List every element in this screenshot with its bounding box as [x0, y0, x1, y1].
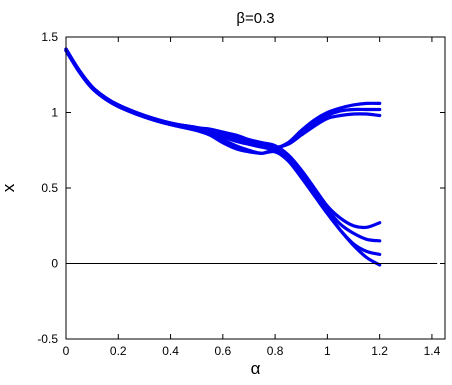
x-tick-label: 0: [63, 344, 70, 358]
x-tick-label: 0.8: [267, 344, 284, 358]
y-axis-label: x: [0, 183, 18, 192]
x-tick-label: 1.4: [424, 344, 441, 358]
y-tick-label: 0.5: [41, 181, 58, 195]
plot-frame: [65, 36, 446, 340]
x-tick-label: 0.6: [214, 344, 231, 358]
chart-title: β=0.3: [236, 10, 274, 27]
y-tick-label: 1.5: [41, 30, 58, 44]
series-line-6: [64, 49, 382, 256]
y-tick-label: -0.5: [37, 332, 58, 346]
x-axis-label: α: [251, 359, 261, 378]
x-tick-label: 1.2: [371, 344, 388, 358]
series-layer: [64, 47, 382, 267]
x-tick-label: 0.4: [162, 344, 179, 358]
x-tick-label: 0.2: [110, 344, 127, 358]
x-tick-label: 1: [324, 344, 331, 358]
series-line-7: [64, 47, 382, 267]
y-ticks: -0.5 0 0.5 1 1.5: [37, 30, 445, 346]
y-tick-label: 1: [51, 106, 58, 120]
y-tick-label: 0: [51, 257, 58, 271]
x-ticks: 0 0.2 0.4 0.6 0.8 1 1.2 1.4: [63, 37, 441, 358]
